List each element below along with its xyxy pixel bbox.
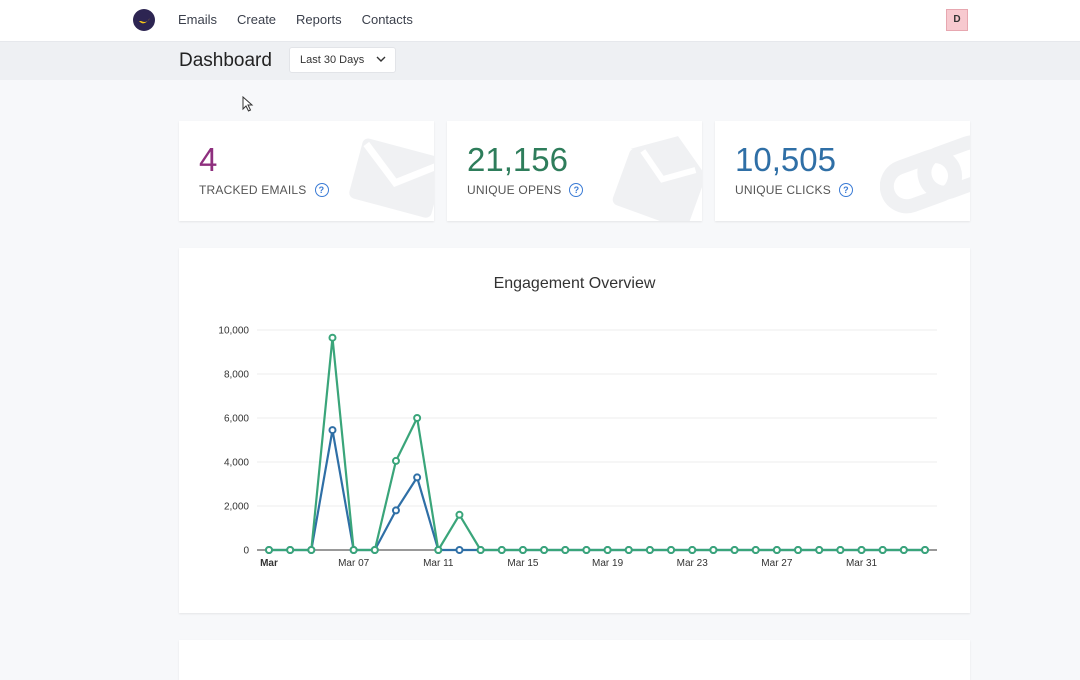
next-section-card <box>179 640 970 680</box>
series-2-point <box>328 333 337 342</box>
series-2-point <box>518 546 527 554</box>
series-2-point <box>667 546 676 554</box>
series-1-point <box>413 473 422 482</box>
chevron-down-icon <box>376 56 386 62</box>
main-nav: Emails Create Reports Contacts <box>178 12 413 27</box>
tracked-emails-value: 4 <box>199 141 218 178</box>
x-tick-label: Mar 27 <box>761 558 793 569</box>
y-tick-label: 8,000 <box>224 370 249 381</box>
series-2-point <box>878 546 887 554</box>
help-icon[interactable]: ? <box>838 183 853 197</box>
series-2-point <box>370 546 379 554</box>
mouse-cursor-icon <box>242 96 254 112</box>
series-2-point <box>349 546 358 554</box>
date-range-dropdown[interactable]: Last 30 Days <box>289 47 396 73</box>
series-2-point <box>751 546 760 554</box>
engagement-chart-card: Engagement Overview 0 2,000 4,000 6,000 8,00… <box>179 248 970 613</box>
series-2-point <box>921 546 929 554</box>
series-2-point <box>286 546 295 554</box>
series-2-point <box>307 546 316 554</box>
y-tick-label: 6,000 <box>224 414 249 425</box>
series-1-point <box>328 426 337 435</box>
series-2-point <box>836 546 845 554</box>
envelope-icon <box>349 138 434 218</box>
series-2-point <box>730 546 739 554</box>
x-tick-label: Mar <box>260 558 278 569</box>
nav-contacts[interactable]: Contacts <box>361 12 413 27</box>
x-tick-label: Mar 23 <box>677 558 709 569</box>
date-range-label: Last 30 Days <box>300 54 365 66</box>
open-envelope-icon <box>612 136 702 221</box>
series-2-point <box>709 546 718 554</box>
series-2-point <box>899 546 908 554</box>
series-1-line <box>269 429 925 552</box>
series-2-point <box>413 414 422 422</box>
page-title: Dashboard <box>179 50 272 71</box>
x-tick-label: Mar 07 <box>338 558 370 569</box>
series-2-point <box>561 546 570 554</box>
nav-emails[interactable]: Emails <box>178 12 218 27</box>
series-2-point <box>434 546 443 554</box>
series-2-point <box>688 546 697 554</box>
series-2-point <box>265 546 273 554</box>
nav-reports[interactable]: Reports <box>296 12 342 27</box>
y-tick-label: 2,000 <box>224 502 249 513</box>
tracked-emails-label: TRACKED EMAILS <box>199 183 307 197</box>
series-2-point <box>497 546 506 554</box>
x-tick-label: Mar 31 <box>846 558 878 569</box>
series-1-point <box>455 546 464 554</box>
unique-clicks-label: UNIQUE CLICKS <box>735 183 831 197</box>
link-icon <box>880 135 970 214</box>
series-2-point <box>794 546 803 554</box>
series-2-point <box>815 546 824 554</box>
y-tick-label: 4,000 <box>224 458 249 469</box>
top-navigation-bar: Emails Create Reports Contacts D <box>0 0 1080 42</box>
nav-create[interactable]: Create <box>237 12 277 27</box>
x-tick-label: Mar 19 <box>592 558 624 569</box>
stat-card-tracked-emails: 4 TRACKED EMAILS ? <box>179 121 434 221</box>
unique-opens-value: 21,156 <box>467 141 568 178</box>
stat-card-unique-clicks: 10,505 UNIQUE CLICKS ? <box>715 121 970 221</box>
user-avatar[interactable]: D <box>946 9 968 31</box>
page-header-bar <box>0 42 1080 80</box>
chart-title: Engagement Overview <box>493 275 656 292</box>
series-2-point <box>645 546 654 554</box>
y-tick-label: 0 <box>243 546 249 557</box>
y-tick-label: 10,000 <box>218 326 249 337</box>
series-2-point <box>857 546 866 554</box>
stat-card-unique-opens: 21,156 UNIQUE OPENS ? <box>447 121 702 221</box>
series-2-point <box>603 546 612 554</box>
app-logo-icon[interactable] <box>133 9 155 31</box>
help-icon[interactable]: ? <box>569 183 584 197</box>
unique-clicks-value: 10,505 <box>735 141 836 178</box>
series-2-point <box>540 546 549 554</box>
series-2-point <box>476 546 485 554</box>
series-2-point <box>455 510 464 519</box>
help-icon[interactable]: ? <box>314 183 329 197</box>
series-2-point <box>624 546 633 554</box>
series-2-point <box>391 456 400 465</box>
series-2-point <box>772 546 781 554</box>
engagement-line-chart: 0 2,000 4,000 6,000 8,000 10,000 Mar Mar 07 Mar … <box>218 326 937 569</box>
series-2-point <box>582 546 591 554</box>
series-2-line <box>269 336 925 552</box>
unique-opens-label: UNIQUE OPENS <box>467 183 562 197</box>
x-tick-label: Mar 15 <box>507 558 539 569</box>
x-tick-label: Mar 11 <box>423 558 454 569</box>
series-1-point <box>391 506 400 515</box>
